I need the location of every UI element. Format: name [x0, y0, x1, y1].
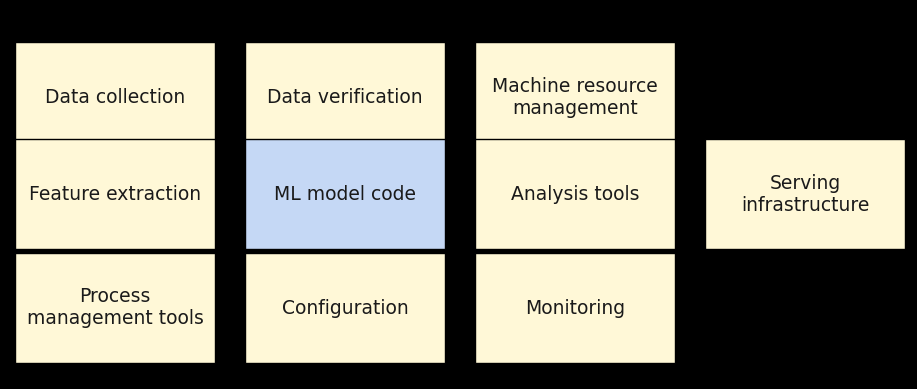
- FancyBboxPatch shape: [475, 139, 675, 249]
- FancyBboxPatch shape: [245, 139, 445, 249]
- FancyBboxPatch shape: [245, 253, 445, 363]
- Text: Data verification: Data verification: [267, 88, 423, 107]
- FancyBboxPatch shape: [15, 253, 215, 363]
- Text: Configuration: Configuration: [282, 298, 408, 317]
- Text: Machine resource
management: Machine resource management: [492, 77, 657, 117]
- Text: Serving
infrastructure: Serving infrastructure: [741, 173, 869, 214]
- FancyBboxPatch shape: [705, 139, 905, 249]
- Text: ML model code: ML model code: [274, 184, 416, 203]
- FancyBboxPatch shape: [15, 42, 215, 152]
- Text: Analysis tools: Analysis tools: [511, 184, 639, 203]
- FancyBboxPatch shape: [15, 139, 215, 249]
- FancyBboxPatch shape: [245, 42, 445, 152]
- Text: Monitoring: Monitoring: [525, 298, 625, 317]
- Text: Data collection: Data collection: [45, 88, 185, 107]
- FancyBboxPatch shape: [475, 42, 675, 152]
- FancyBboxPatch shape: [475, 253, 675, 363]
- Text: Feature extraction: Feature extraction: [29, 184, 201, 203]
- Text: Process
management tools: Process management tools: [27, 287, 204, 328]
